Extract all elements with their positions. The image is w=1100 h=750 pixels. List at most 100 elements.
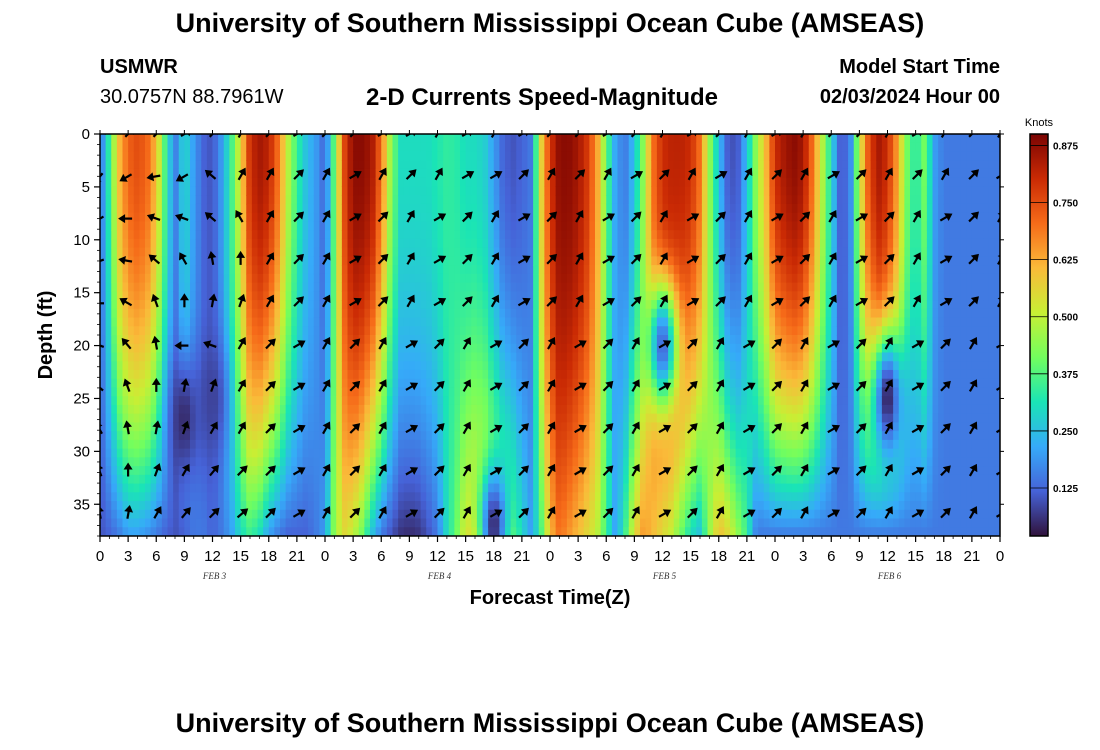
heatmap-cell [291, 195, 298, 205]
heatmap-cell [178, 387, 185, 397]
heatmap-cell [668, 369, 675, 380]
heatmap-cell [398, 448, 405, 458]
heatmap-cell [105, 134, 112, 144]
heatmap-cell [296, 186, 304, 196]
heatmap-cell [454, 326, 461, 336]
heatmap-cell [353, 265, 360, 275]
heatmap-cell [184, 308, 191, 319]
heatmap-cell [173, 466, 180, 476]
heatmap-cell [426, 387, 433, 397]
heatmap-cell [595, 509, 602, 520]
heatmap-cell [274, 238, 281, 249]
heatmap-cell [595, 308, 602, 319]
heatmap-cell [302, 168, 309, 179]
heatmap-cell [392, 422, 399, 432]
heatmap-cell [583, 256, 590, 266]
heatmap-cell [229, 291, 236, 301]
heatmap-cell [116, 518, 124, 528]
heatmap-cell [493, 343, 500, 354]
heatmap-cell [668, 352, 675, 362]
heatmap-cell [223, 142, 230, 153]
heatmap-cell [578, 212, 585, 222]
heatmap-cell [437, 317, 444, 327]
heatmap-cell [291, 308, 298, 319]
heatmap-cell [347, 265, 354, 275]
heatmap-cell [201, 142, 208, 153]
heatmap-cell [139, 282, 146, 292]
heatmap-cell [229, 378, 236, 389]
heatmap-cell [291, 221, 298, 231]
heatmap-cell [623, 230, 630, 240]
heatmap-cell [274, 457, 281, 467]
heatmap-cell [505, 230, 512, 240]
heatmap-cell [398, 369, 405, 380]
heatmap-cell [128, 466, 135, 476]
heatmap-cell [229, 212, 236, 222]
heatmap-cell [280, 273, 287, 284]
heatmap-cell [398, 396, 405, 406]
heatmap-cell [218, 466, 225, 476]
heatmap-cell [572, 212, 579, 222]
heatmap-cell [133, 457, 140, 467]
heatmap-cell [302, 256, 309, 266]
heatmap-cell [595, 265, 602, 275]
heatmap-cell [336, 203, 343, 214]
heatmap-cell [555, 221, 562, 231]
heatmap-cell [696, 300, 703, 310]
heatmap-cell [375, 212, 382, 222]
heatmap-cell [116, 422, 124, 432]
heatmap-cell [561, 282, 568, 292]
heatmap-cell [561, 160, 568, 170]
heatmap-cell [420, 273, 427, 284]
heatmap-cell [206, 527, 214, 536]
heatmap-cell [662, 413, 669, 423]
heatmap-cell [460, 221, 467, 231]
heatmap-cell [550, 361, 557, 371]
heatmap-cell [358, 361, 365, 371]
heatmap-cell [100, 326, 107, 336]
heatmap-cell [381, 509, 388, 520]
heatmap-cell [150, 195, 157, 205]
heatmap-cell [634, 509, 641, 520]
heatmap-cell [690, 431, 697, 441]
heatmap-cell [257, 203, 264, 214]
heatmap-cell [651, 457, 658, 467]
heatmap-cell [173, 221, 180, 231]
heatmap-cell [156, 238, 163, 249]
heatmap-cell [111, 326, 118, 336]
heatmap-cell [662, 474, 669, 485]
heatmap-cell [426, 457, 433, 467]
heatmap-cell [555, 361, 562, 371]
heatmap-cell [280, 326, 287, 336]
heatmap-cell [482, 212, 489, 222]
heatmap-cell [302, 439, 309, 450]
heatmap-cell [611, 300, 619, 310]
heatmap-cell [431, 177, 439, 188]
heatmap-cell [521, 177, 529, 188]
heatmap-cell [274, 160, 281, 170]
heatmap-cell [392, 195, 399, 205]
heatmap-cell [111, 335, 118, 345]
heatmap-cell [251, 457, 259, 467]
heatmap-cell [634, 308, 641, 319]
heatmap-cell [229, 396, 236, 406]
heatmap-cell [527, 291, 534, 301]
heatmap-cell [505, 509, 512, 520]
heatmap-cell [510, 413, 517, 423]
heatmap-cell [122, 291, 129, 301]
heatmap-cell [493, 448, 500, 458]
heatmap-cell [527, 466, 534, 476]
heatmap-cell [600, 291, 607, 301]
heatmap-cell [668, 439, 675, 450]
heatmap-cell [240, 387, 247, 397]
heatmap-cell [516, 413, 523, 423]
heatmap-cell [139, 142, 146, 153]
heatmap-cell [246, 212, 253, 222]
heatmap-cell [595, 230, 602, 240]
heatmap-cell [645, 404, 652, 415]
heatmap-cell [229, 404, 236, 415]
heatmap-cell [392, 273, 399, 284]
heatmap-cell [673, 203, 680, 214]
heatmap-cell [527, 457, 534, 467]
heatmap-cell [589, 457, 596, 467]
